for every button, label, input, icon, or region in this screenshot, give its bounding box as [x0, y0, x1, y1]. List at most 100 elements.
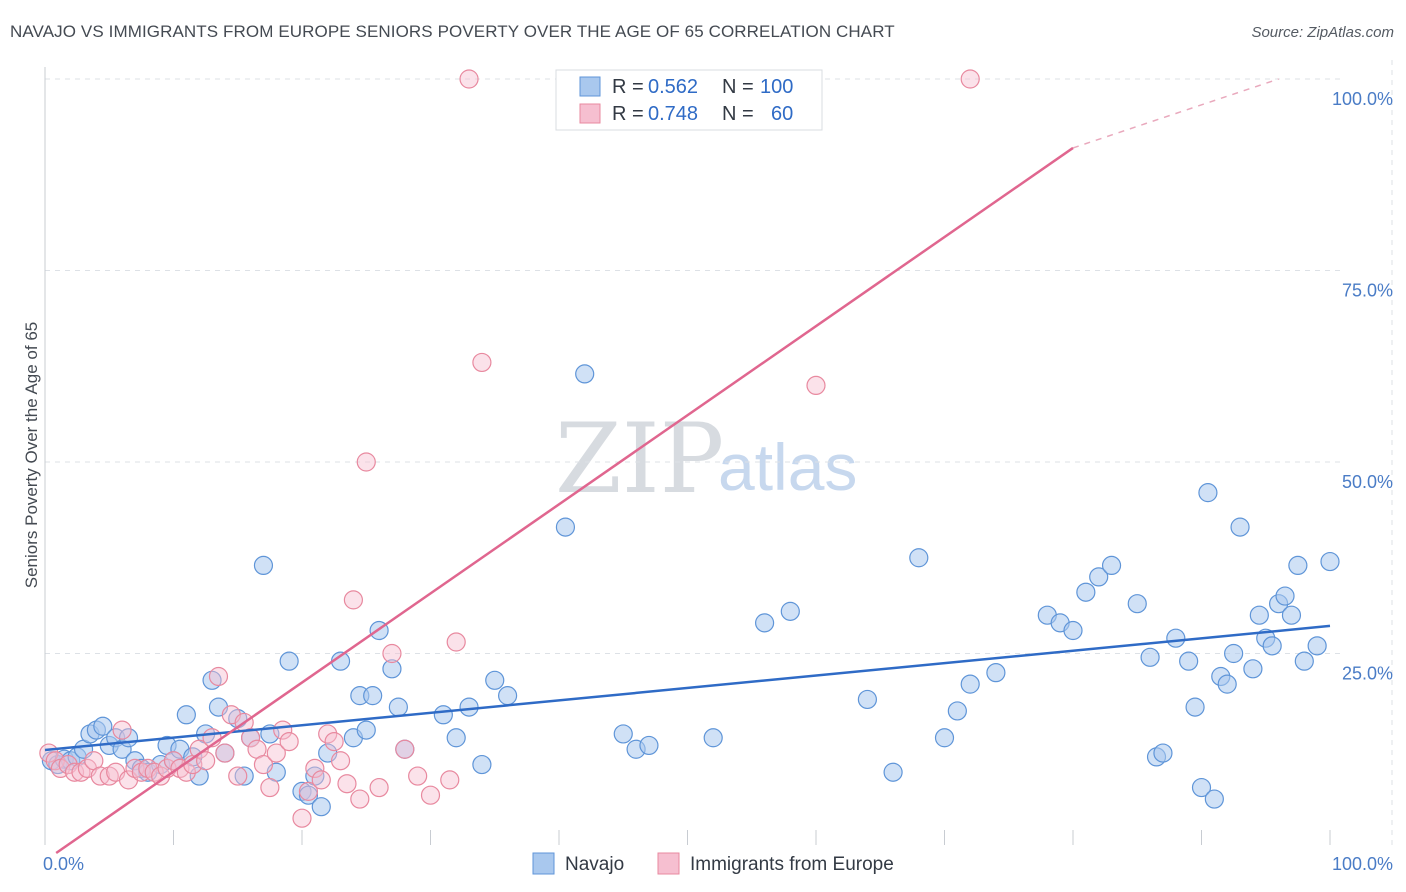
axis-layer: 25.0% 50.0% 75.0% 100.0% 0.0% 100.0%: [43, 67, 1393, 874]
stats-n-value-europe: 60: [771, 103, 793, 125]
europe-point: [163, 751, 184, 771]
navajo-point: [388, 697, 408, 717]
europe-point: [356, 452, 376, 472]
europe-point: [343, 590, 363, 610]
europe-point: [64, 762, 85, 782]
navajo-point: [363, 686, 383, 706]
navajo-point: [947, 701, 967, 721]
navajo-point: [1281, 605, 1302, 625]
navajo-point: [1063, 620, 1083, 641]
navajo-point: [1288, 555, 1308, 576]
europe-point: [228, 766, 248, 786]
navajo-point: [575, 364, 595, 384]
europe-point: [151, 766, 171, 786]
navajo-point: [1224, 643, 1244, 664]
europe-point: [440, 770, 460, 790]
europe-point: [420, 785, 441, 805]
navajo-trend-line: [44, 624, 1331, 752]
europe-trend-extension: [1072, 78, 1279, 149]
stats-r-value-europe: 0.748: [648, 103, 698, 125]
europe-point: [382, 643, 402, 664]
y-tick-label-50: 50.0%: [1342, 472, 1393, 492]
stats-swatch-navajo: [579, 76, 601, 97]
navajo-point: [1153, 743, 1173, 763]
trend-lines: [44, 78, 1331, 855]
europe-point: [215, 743, 235, 763]
navajo-point: [1140, 647, 1160, 667]
navajo-point: [382, 659, 402, 679]
watermark-zip: ZIP: [555, 403, 724, 515]
stats-r-label-europe: R =: [612, 103, 644, 125]
europe-point: [806, 375, 826, 395]
europe-point: [318, 724, 338, 744]
navajo-point: [234, 766, 254, 786]
navajo-point: [1230, 517, 1250, 537]
stats-n-label-navajo: N =: [722, 76, 754, 98]
stats-r-label-navajo: R =: [612, 76, 644, 98]
navajo-point: [485, 670, 505, 690]
navajo-points: [41, 364, 1340, 817]
navajo-point: [459, 697, 479, 717]
navajo-point: [1179, 651, 1199, 671]
navajo-point: [1198, 483, 1218, 503]
navajo-point: [1249, 605, 1269, 625]
europe-point: [279, 731, 299, 752]
navajo-point: [498, 686, 518, 706]
stats-n-label-europe: N =: [722, 103, 754, 125]
europe-point: [253, 754, 274, 775]
navajo-point: [1307, 636, 1327, 656]
navajo-point: [639, 735, 659, 756]
navajo-point: [472, 754, 492, 775]
navajo-point: [857, 689, 878, 710]
source-credit: Source: ZipAtlas.com: [1251, 24, 1394, 41]
europe-point: [208, 666, 229, 687]
europe-point: [446, 632, 466, 652]
navajo-point: [1185, 697, 1205, 717]
legend-label-navajo: Navajo: [565, 854, 624, 875]
navajo-point: [253, 555, 274, 576]
europe-point: [369, 777, 389, 798]
navajo-point: [176, 705, 196, 725]
europe-point: [196, 751, 216, 771]
navajo-point: [1127, 594, 1147, 614]
europe-point: [298, 781, 319, 801]
navajo-point: [1275, 586, 1295, 606]
chart-title: NAVAJO VS IMMIGRANTS FROM EUROPE SENIORS…: [10, 22, 895, 41]
x-tick-label-0: 0.0%: [43, 854, 84, 874]
navajo-point: [356, 720, 376, 740]
europe-point: [112, 720, 132, 740]
y-axis-label: Seniors Poverty Over the Age of 65: [22, 322, 41, 588]
europe-point: [311, 770, 331, 790]
navajo-point: [613, 724, 633, 744]
europe-point: [292, 808, 312, 828]
legend-swatch-europe: [657, 852, 680, 875]
navajo-point: [1204, 789, 1224, 809]
watermark-atlas: atlas: [718, 430, 857, 504]
x-tick-label-100: 100.0%: [1332, 854, 1393, 874]
europe-trend-line: [55, 146, 1074, 855]
europe-point: [189, 739, 209, 759]
navajo-point: [780, 601, 800, 621]
y-tick-label-100: 100.0%: [1332, 89, 1393, 109]
navajo-point: [909, 548, 929, 568]
navajo-point: [960, 674, 980, 694]
navajo-point: [754, 613, 775, 633]
navajo-point: [1294, 651, 1314, 671]
navajo-point: [1101, 555, 1122, 576]
europe-point: [395, 739, 415, 759]
navajo-point: [1320, 551, 1340, 572]
navajo-point: [934, 728, 955, 748]
grid-layer: [45, 60, 1393, 845]
navajo-point: [311, 797, 331, 817]
navajo-point: [1076, 582, 1096, 602]
navajo-point: [446, 728, 466, 748]
navajo-point: [93, 716, 113, 736]
europe-point: [350, 789, 370, 809]
navajo-point: [1166, 628, 1186, 648]
europe-point: [960, 69, 980, 89]
europe-point: [260, 777, 280, 798]
stats-n-value-navajo: 100: [760, 76, 793, 98]
navajo-point: [986, 663, 1006, 683]
legend: Navajo Immigrants from Europe: [532, 852, 894, 875]
